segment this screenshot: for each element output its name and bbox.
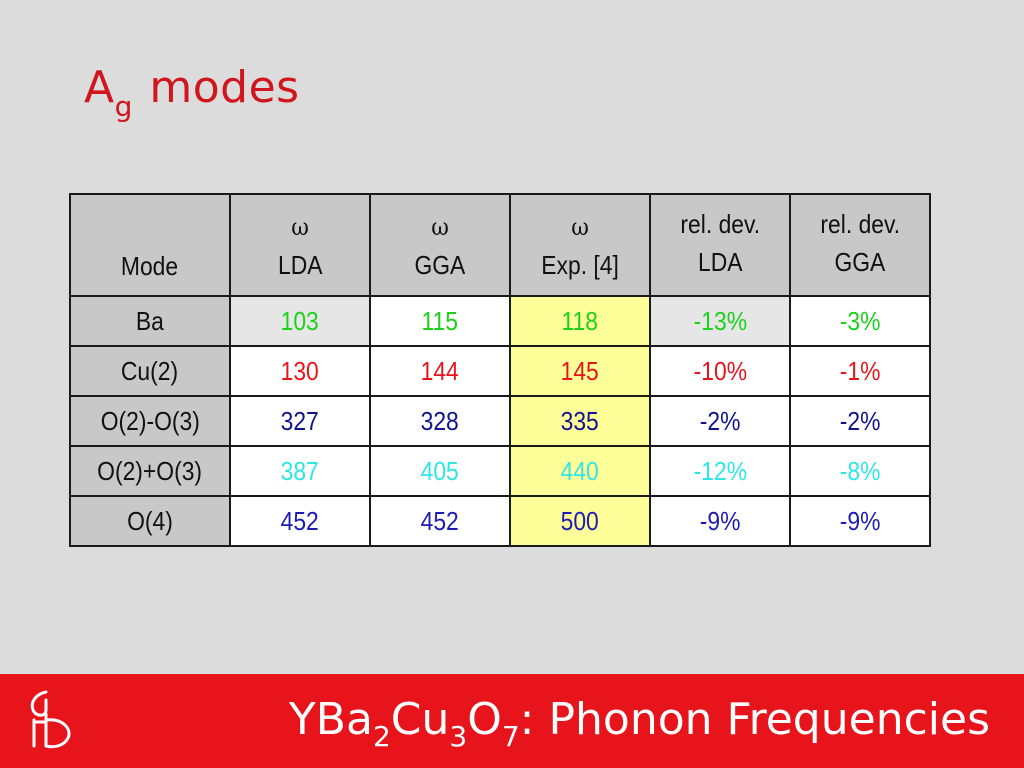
table-row: Cu(2) 130 144 145 -10% -1% [69,345,931,397]
exp-cell: 145 [509,345,651,397]
table-row: O(2)-O(3) 327 328 335 -2% -2% [69,395,931,447]
lda-cell: 327 [229,395,371,447]
slide-title: Ag modes [84,62,300,123]
exp-cell: 118 [509,295,651,347]
header-gga: ω GGA [369,193,511,297]
omega-symbol: ω [431,212,449,241]
header-reldev-gga: rel. dev. GGA [789,193,931,297]
phonon-table: Mode ω LDA ω GGA ω Exp. [4] rel. dev. LDA re… [69,193,931,547]
reldev-gga-cell: -9% [789,495,931,547]
table-header-row: Mode ω LDA ω GGA ω Exp. [4] rel. dev. LDA re… [69,193,931,297]
reldev-lda-cell: -13% [649,295,791,347]
lda-cell: 103 [229,295,371,347]
omega-symbol: ω [291,212,309,241]
table-row: O(4) 452 452 500 -9% -9% [69,495,931,547]
institute-logo-icon [30,690,71,749]
reldev-lda-cell: -2% [649,395,791,447]
reldev-lda-cell: -12% [649,445,791,497]
title-main: A [84,62,115,113]
gga-cell: 405 [369,445,511,497]
reldev-gga-cell: -1% [789,345,931,397]
reldev-gga-cell: -3% [789,295,931,347]
title-subscript: g [114,90,133,123]
header-reldev-lda: rel. dev. LDA [649,193,791,297]
reldev-gga-cell: -8% [789,445,931,497]
gga-cell: 144 [369,345,511,397]
mode-cell: Cu(2) [69,345,231,397]
gga-cell: 452 [369,495,511,547]
header-mode: Mode [69,193,231,297]
footer-bar: YBa2Cu3O7: Phonon Frequencies [0,674,1024,768]
table-row: Ba 103 115 118 -13% -3% [69,295,931,347]
exp-cell: 500 [509,495,651,547]
mode-cell: O(2)-O(3) [69,395,231,447]
title-rest: modes [134,62,300,113]
reldev-lda-cell: -9% [649,495,791,547]
omega-symbol: ω [571,212,589,241]
reldev-lda-cell: -10% [649,345,791,397]
gga-cell: 328 [369,395,511,447]
exp-cell: 440 [509,445,651,497]
mode-cell: O(4) [69,495,231,547]
exp-cell: 335 [509,395,651,447]
table-row: O(2)+O(3) 387 405 440 -12% -8% [69,445,931,497]
header-exp: ω Exp. [4] [509,193,651,297]
mode-cell: Ba [69,295,231,347]
lda-cell: 387 [229,445,371,497]
lda-cell: 452 [229,495,371,547]
mode-cell: O(2)+O(3) [69,445,231,497]
header-lda: ω LDA [229,193,371,297]
gga-cell: 115 [369,295,511,347]
reldev-gga-cell: -2% [789,395,931,447]
lda-cell: 130 [229,345,371,397]
footer-title: YBa2Cu3O7: Phonon Frequencies [288,694,990,753]
